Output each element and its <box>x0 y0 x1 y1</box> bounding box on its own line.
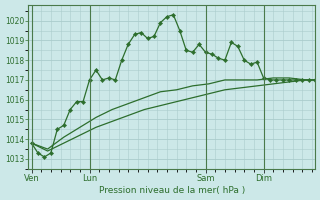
X-axis label: Pression niveau de la mer( hPa ): Pression niveau de la mer( hPa ) <box>99 186 245 195</box>
